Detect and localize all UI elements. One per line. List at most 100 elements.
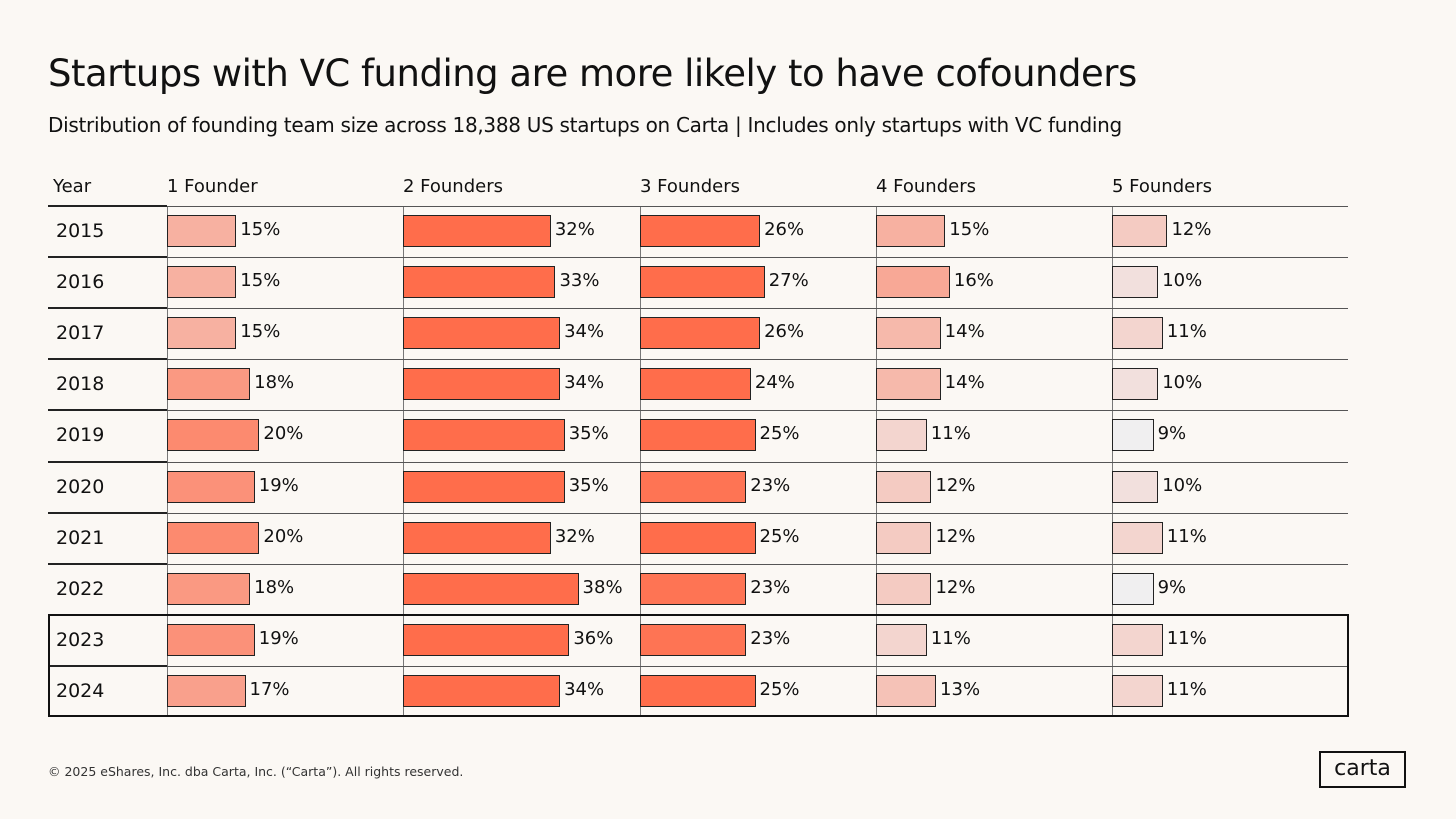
data-label: 11% [1166, 321, 1207, 343]
data-label: 14% [944, 372, 985, 394]
data-label: 26% [764, 321, 805, 343]
data-label: 11% [930, 627, 971, 649]
bar [403, 623, 570, 656]
data-label: 20% [263, 423, 304, 445]
data-label: 9% [1157, 576, 1187, 598]
data-label: 32% [554, 525, 595, 547]
row-divider-year [48, 562, 167, 565]
data-label: 24% [754, 372, 795, 394]
bar [167, 317, 237, 350]
bar [640, 317, 761, 350]
year-label: 2019 [56, 424, 105, 447]
bar [640, 419, 756, 452]
row-divider [167, 359, 1348, 361]
year-label: 2016 [56, 271, 105, 294]
data-label: 38% [582, 576, 623, 598]
data-label: 10% [1162, 474, 1203, 496]
bar [167, 368, 251, 401]
data-label: 34% [564, 372, 605, 394]
data-label: 34% [564, 678, 605, 700]
row-divider-year [48, 664, 167, 667]
data-label: 13% [940, 678, 981, 700]
row-divider [167, 461, 1348, 463]
year-label: 2024 [56, 679, 105, 702]
bar [167, 470, 255, 503]
bar [876, 266, 950, 299]
bar [876, 215, 946, 247]
bar [167, 674, 246, 707]
row-divider [167, 410, 1348, 412]
year-label: 2017 [56, 322, 105, 345]
carta-logo: carta [1319, 751, 1406, 788]
bar [167, 215, 237, 247]
bar [640, 470, 747, 503]
row-divider [167, 206, 1348, 207]
series-header: 3 Founders [640, 176, 740, 197]
bar [403, 368, 561, 401]
data-label: 10% [1162, 372, 1203, 394]
bar [1112, 572, 1154, 605]
bar [403, 470, 565, 503]
data-label: 33% [559, 270, 600, 292]
bar [167, 623, 255, 656]
bar [876, 317, 941, 350]
year-label: 2023 [56, 628, 105, 651]
row-divider [167, 308, 1348, 310]
data-label: 15% [240, 219, 281, 240]
data-label: 12% [935, 576, 976, 598]
bar [640, 368, 751, 401]
bar [640, 572, 747, 605]
year-label: 2020 [56, 475, 105, 498]
data-label: 23% [750, 576, 791, 598]
bar [876, 419, 927, 452]
series-header: 2 Founders [403, 176, 503, 197]
data-label: 16% [953, 270, 994, 292]
data-label: 25% [759, 678, 800, 700]
row-divider-year [48, 307, 167, 310]
data-label: 11% [1166, 627, 1207, 649]
data-label: 15% [240, 321, 281, 343]
bar [1112, 623, 1163, 656]
row-divider-year [48, 409, 167, 412]
row-divider-year [48, 358, 167, 361]
data-label: 17% [249, 678, 290, 700]
bar [876, 470, 932, 503]
data-label: 34% [564, 321, 605, 343]
bar [403, 266, 556, 299]
bar [1112, 317, 1163, 350]
bar [876, 674, 937, 707]
data-label: 18% [254, 576, 295, 598]
data-label: 15% [949, 219, 990, 240]
bar [876, 521, 932, 554]
data-label: 11% [1166, 525, 1207, 547]
bar [640, 623, 747, 656]
bar [403, 521, 551, 554]
bar [876, 572, 932, 605]
data-label: 19% [258, 627, 299, 649]
bar [876, 368, 941, 401]
data-label: 15% [240, 270, 281, 292]
data-label: 35% [568, 423, 609, 445]
year-label: 2021 [56, 526, 105, 549]
year-label: 2018 [56, 373, 105, 396]
highlighted-rows-box [48, 614, 1349, 717]
year-column-header: Year [53, 176, 92, 197]
data-label: 12% [935, 474, 976, 496]
data-label: 23% [750, 474, 791, 496]
data-label: 23% [750, 627, 791, 649]
data-label: 12% [935, 525, 976, 547]
data-label: 18% [254, 372, 295, 394]
bar [1112, 215, 1168, 247]
year-label: 2015 [56, 220, 105, 242]
bar [640, 674, 756, 707]
data-label: 14% [944, 321, 985, 343]
bar [167, 419, 260, 452]
data-label: 25% [759, 423, 800, 445]
series-header: 1 Founder [167, 176, 258, 197]
bar [167, 266, 237, 299]
bar [167, 572, 251, 605]
data-label: 26% [764, 219, 805, 240]
row-divider-year [48, 256, 167, 259]
row-divider [167, 563, 1348, 565]
copyright-footer: © 2025 eShares, Inc. dba Carta, Inc. (“C… [48, 764, 464, 779]
